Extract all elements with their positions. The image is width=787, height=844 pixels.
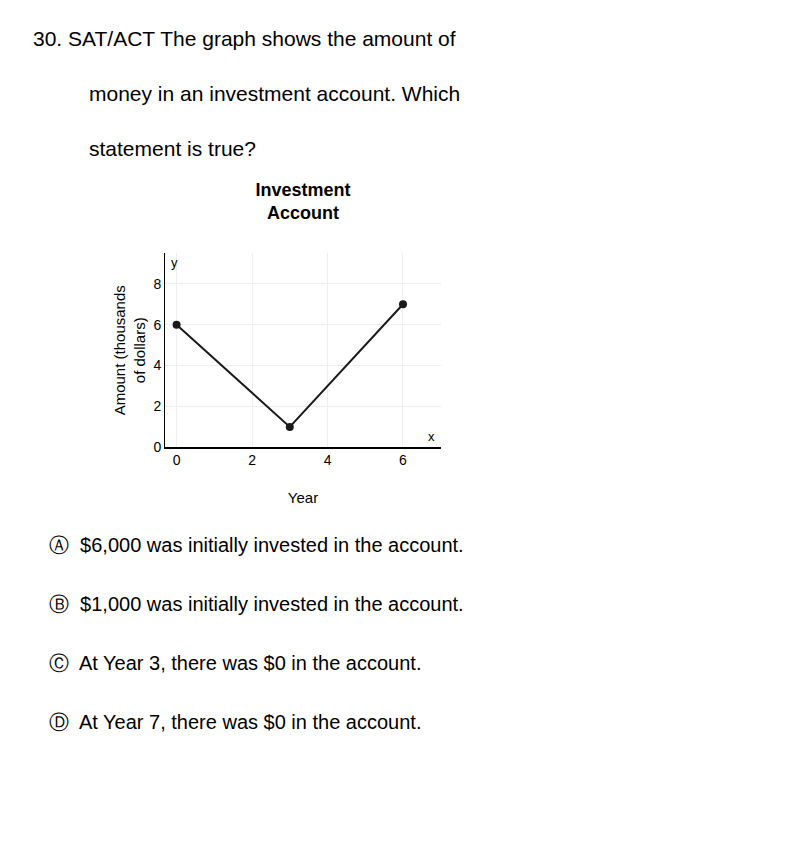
svg-text:6: 6	[153, 317, 161, 333]
svg-text:2: 2	[153, 398, 161, 414]
svg-text:Year: Year	[288, 489, 318, 506]
svg-text:2: 2	[248, 452, 256, 468]
svg-text:Ⓓ At Year 7, there was $0 in: Ⓓ At Year 7, there was $0 in the account…	[49, 711, 421, 733]
svg-text:6: 6	[399, 452, 407, 468]
svg-text:Ⓒ At Year 3, there was $0 in: Ⓒ At Year 3, there was $0 in the account…	[49, 652, 421, 674]
svg-text:InvestmentAccount: InvestmentAccount	[255, 180, 350, 223]
svg-text:y: y	[171, 255, 178, 270]
svg-text:Amount (thousandsof dollars): Amount (thousandsof dollars)	[111, 285, 148, 415]
svg-text:money in an investment account: money in an investment account. Which	[89, 82, 460, 105]
svg-text:x: x	[428, 429, 435, 444]
svg-text:Ⓑ $1,000 was initially invest: Ⓑ $1,000 was initially invested in the a…	[49, 593, 464, 615]
svg-text:0: 0	[173, 452, 181, 468]
svg-text:4: 4	[153, 357, 161, 373]
svg-text:0: 0	[153, 439, 161, 455]
svg-text:8: 8	[153, 276, 161, 292]
svg-text:statement is true?: statement is true?	[89, 137, 256, 160]
svg-text:30. SAT/ACT The graph shows th: 30. SAT/ACT The graph shows the amount o…	[33, 27, 456, 50]
svg-text:4: 4	[324, 452, 332, 468]
svg-text:Ⓐ $6,000 was initially invest: Ⓐ $6,000 was initially invested in the a…	[49, 534, 464, 556]
